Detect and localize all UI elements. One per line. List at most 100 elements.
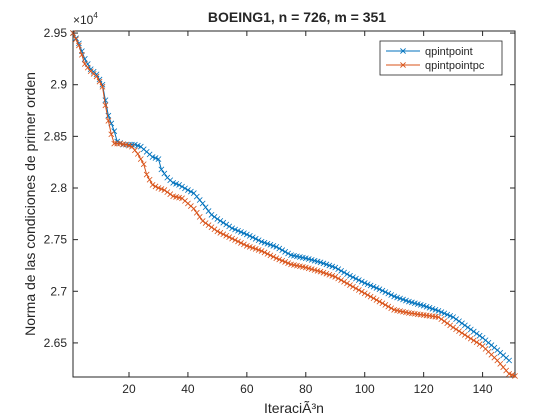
series-layer xyxy=(70,30,518,379)
data-point xyxy=(470,328,477,335)
data-point xyxy=(367,293,374,300)
data-point xyxy=(93,73,100,80)
data-point xyxy=(252,235,259,242)
data-point xyxy=(223,232,230,239)
legend-marker xyxy=(400,48,406,54)
data-point xyxy=(358,288,365,295)
x-tick-label: 40 xyxy=(181,382,195,396)
data-point xyxy=(364,292,371,298)
data-point xyxy=(220,219,227,226)
data-point xyxy=(373,297,380,303)
data-point xyxy=(208,211,215,218)
data-point xyxy=(376,286,383,293)
data-point xyxy=(214,216,221,222)
x-tick-label: 20 xyxy=(122,382,136,396)
y-axis: 2.65 2.7 2.75 2.8 2.85 2.9 2.95 xyxy=(44,26,515,350)
data-point xyxy=(187,188,194,195)
data-point xyxy=(335,266,342,273)
data-point xyxy=(462,331,468,338)
data-point xyxy=(279,257,286,264)
data-point xyxy=(335,275,342,282)
data-point xyxy=(338,277,345,284)
data-point xyxy=(447,312,454,319)
data-point xyxy=(285,260,291,267)
data-point xyxy=(385,290,392,297)
data-point xyxy=(276,256,283,263)
data-point xyxy=(267,252,274,259)
data-point xyxy=(238,229,244,235)
data-point xyxy=(273,243,280,250)
data-point xyxy=(279,247,286,254)
data-point xyxy=(190,205,197,212)
data-point xyxy=(78,51,85,58)
data-point xyxy=(341,278,347,285)
data-point xyxy=(467,335,474,342)
data-point xyxy=(344,271,350,278)
data-point xyxy=(199,218,206,224)
legend-box xyxy=(379,40,503,76)
data-point xyxy=(347,272,353,279)
y-tick-label: 2.85 xyxy=(44,129,68,143)
data-point xyxy=(208,224,215,231)
data-point xyxy=(341,269,347,276)
legend-item-1: qpintpoint xyxy=(386,46,473,58)
data-point xyxy=(435,308,442,314)
y-tick-label: 2.7 xyxy=(50,284,67,298)
y-tick-label: 2.75 xyxy=(44,233,68,247)
data-point xyxy=(134,151,141,157)
data-point xyxy=(388,292,395,298)
data-point xyxy=(196,214,203,220)
data-point xyxy=(249,234,256,241)
data-point xyxy=(450,324,457,331)
data-point xyxy=(332,273,339,280)
data-point xyxy=(96,78,103,85)
data-point xyxy=(143,171,150,178)
data-point xyxy=(205,222,212,229)
data-point xyxy=(202,220,209,226)
x-axis: 20 40 60 80 100 120 140 xyxy=(122,31,493,396)
data-point xyxy=(355,277,362,284)
data-point xyxy=(464,324,471,331)
data-point xyxy=(459,320,465,327)
data-point xyxy=(370,295,377,302)
data-point xyxy=(232,226,238,233)
data-point xyxy=(453,326,459,333)
data-point xyxy=(235,238,241,245)
data-point xyxy=(152,183,159,190)
series-2 xyxy=(70,30,518,379)
data-point xyxy=(81,61,88,67)
legend-label: qpintpointpc xyxy=(425,60,485,72)
data-point xyxy=(506,357,512,364)
data-point xyxy=(467,326,474,333)
data-point xyxy=(379,287,386,294)
data-point xyxy=(84,64,91,71)
data-point xyxy=(447,322,454,329)
data-point xyxy=(105,117,112,124)
data-point xyxy=(182,185,188,192)
data-point xyxy=(217,217,224,224)
data-point xyxy=(202,204,209,211)
data-point xyxy=(338,267,345,274)
data-point xyxy=(246,233,253,239)
data-point xyxy=(361,280,368,286)
data-point xyxy=(255,237,262,244)
data-point xyxy=(205,208,212,214)
x-tick-label: 100 xyxy=(355,382,375,396)
data-point xyxy=(158,166,165,173)
data-point xyxy=(273,255,280,262)
data-point xyxy=(129,143,135,150)
chart-title: BOEING1, n = 726, m = 351 xyxy=(208,9,386,25)
data-point xyxy=(146,176,153,183)
data-point xyxy=(435,314,442,320)
legend-marker xyxy=(400,62,406,68)
data-point xyxy=(102,97,109,104)
legend-item-2: qpintpointpc xyxy=(386,60,485,72)
y-tick-label: 2.8 xyxy=(50,181,67,195)
data-point xyxy=(352,285,359,292)
data-point xyxy=(473,339,480,346)
data-point xyxy=(241,241,247,248)
data-point xyxy=(140,161,147,168)
data-point xyxy=(459,330,465,336)
data-point xyxy=(226,223,233,230)
